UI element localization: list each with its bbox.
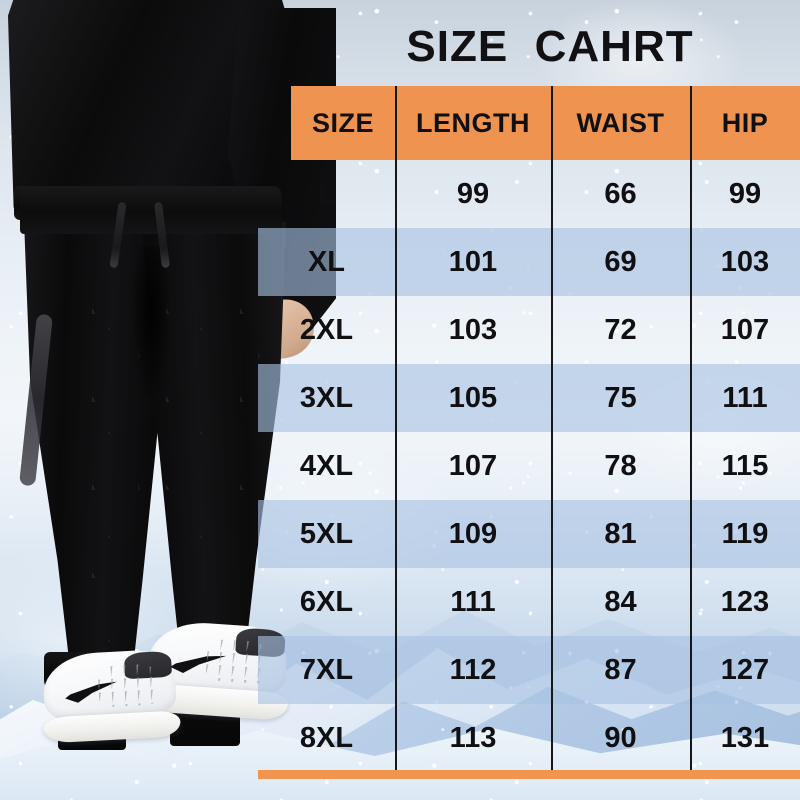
cell-waist: 78 (604, 449, 637, 482)
cell-waist: 66 (604, 177, 637, 210)
table-row: 3XL 105 75 111 (258, 364, 800, 432)
header-divider-1 (395, 86, 397, 160)
cell-hip: 99 (728, 177, 762, 210)
cell-hip: 119 (721, 517, 769, 550)
cell-hip: 103 (720, 245, 770, 278)
table-row: 8XL 113 90 131 (258, 704, 800, 772)
cell-size: 6XL (299, 585, 354, 618)
table-body: L 99 66 99 XL 101 69 103 2XL 103 72 107 3XL 105 75 111 4… (258, 160, 800, 772)
cell-hip: 115 (721, 449, 769, 482)
table-header-band (291, 86, 800, 160)
sneaker-left (41, 648, 182, 744)
header-divider-2 (551, 86, 553, 160)
table-row: XL 101 69 103 (258, 228, 800, 296)
table-row: L 99 66 99 (258, 160, 800, 228)
cell-hip: 131 (720, 721, 770, 754)
cell-size: L (317, 177, 336, 210)
column-divider-2 (551, 86, 553, 772)
fabric-shadow (124, 246, 178, 456)
page-title: SIZE CAHRT (406, 22, 694, 71)
cell-length: 112 (449, 653, 497, 686)
table-row: 5XL 109 81 119 (258, 500, 800, 568)
column-divider-3 (690, 86, 692, 772)
column-header-waist: WAIST (576, 107, 665, 138)
column-header-size: SIZE (311, 107, 374, 138)
cell-length: 109 (448, 517, 498, 550)
column-header-hip: HIP (721, 107, 769, 138)
cell-hip: 107 (720, 313, 770, 346)
cell-size: 5XL (299, 517, 354, 550)
cell-waist: 81 (604, 517, 637, 550)
cell-size: XL (307, 245, 346, 278)
column-header-length: LENGTH (416, 107, 530, 138)
cell-hip: 111 (722, 381, 768, 414)
table-row: 7XL 112 87 127 (258, 636, 800, 704)
cell-waist: 75 (604, 381, 637, 414)
table-row: 4XL 107 78 115 (258, 432, 800, 500)
cell-length: 101 (448, 245, 498, 278)
cell-waist: 84 (604, 585, 637, 618)
cell-size: 2XL (299, 313, 354, 346)
header-divider-3 (690, 86, 692, 160)
table-row: 6XL 111 84 123 (258, 568, 800, 636)
cell-size: 8XL (299, 721, 354, 754)
cell-length: 99 (456, 177, 490, 210)
table-header-row: SIZE LENGTH WAIST HIP (291, 86, 800, 160)
cell-waist: 69 (604, 245, 637, 278)
table-row: 2XL 103 72 107 (258, 296, 800, 364)
column-divider-1 (395, 86, 397, 772)
cell-waist: 72 (604, 313, 637, 346)
drawstring-cord (100, 202, 196, 276)
cell-length: 113 (449, 721, 497, 754)
cell-length: 111 (450, 585, 496, 618)
table-bottom-accent-bar (258, 770, 800, 779)
cell-waist: 87 (604, 653, 637, 686)
size-chart-table: SIZE LENGTH WAIST HIP L 99 66 99 XL 101 69 103 2… (258, 86, 800, 779)
cell-size: 4XL (299, 449, 354, 482)
sneaker-laces-left (97, 663, 161, 708)
cell-length: 107 (448, 449, 498, 482)
black-jogger-pants (4, 186, 294, 750)
cell-size: 7XL (299, 653, 354, 686)
cell-hip: 127 (720, 653, 770, 686)
cell-size: 3XL (299, 381, 354, 414)
cell-waist: 90 (604, 721, 637, 754)
cell-hip: 123 (720, 585, 770, 618)
cell-length: 103 (448, 313, 498, 346)
cell-length: 105 (448, 381, 498, 414)
